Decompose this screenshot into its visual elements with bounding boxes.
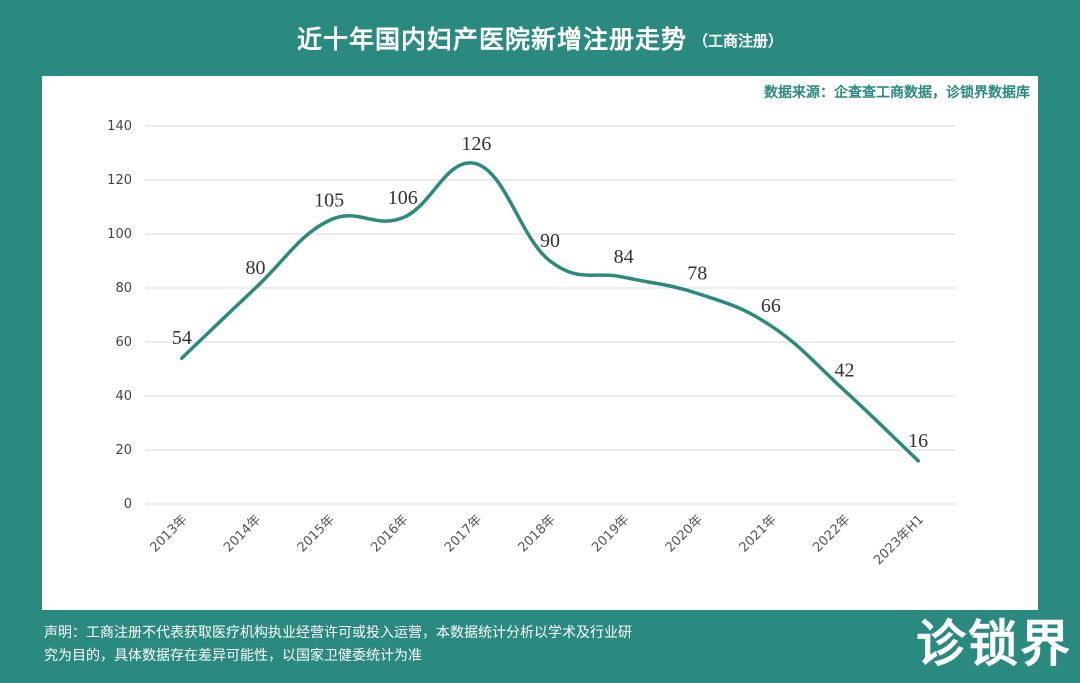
y-tick-label: 40 xyxy=(115,389,132,404)
data-point xyxy=(622,275,626,279)
chart-title: 近十年国内妇产医院新增注册走势 xyxy=(296,25,687,54)
data-label: 66 xyxy=(761,295,781,317)
x-tick-label: 2017年 xyxy=(442,512,485,555)
data-point xyxy=(180,356,184,360)
chart-header: 近十年国内妇产医院新增注册走势 （工商注册） xyxy=(0,0,1080,76)
data-label: 90 xyxy=(540,230,560,252)
y-tick-label: 140 xyxy=(107,119,132,134)
y-tick-label: 100 xyxy=(107,227,132,242)
disclaimer-line-2: 究为目的，具体数据存在差异可能性，以国家卫健委统计为准 xyxy=(44,648,422,664)
data-point xyxy=(843,389,847,393)
data-label: 42 xyxy=(835,360,855,382)
data-point xyxy=(695,291,699,295)
data-point xyxy=(916,459,920,463)
y-tick-label: 60 xyxy=(115,335,132,350)
data-label: 105 xyxy=(314,190,344,212)
chart-subtitle: （工商注册） xyxy=(693,31,784,50)
y-tick-label: 80 xyxy=(115,281,132,296)
y-tick-label: 20 xyxy=(115,443,132,458)
data-point xyxy=(327,219,331,222)
data-label: 126 xyxy=(461,133,491,155)
y-tick-label: 0 xyxy=(124,497,132,512)
data-label: 78 xyxy=(687,262,707,284)
series-line xyxy=(180,161,920,463)
data-point xyxy=(401,216,405,220)
x-tick-label: 2019年 xyxy=(589,512,632,555)
brand-logo: 诊锁界 xyxy=(916,615,1072,673)
disclaimer-line-1: 声明：工商注册不代表获取医疗机构执业经营许可或投入运营，本数据统计分析以学术及行… xyxy=(44,625,632,641)
disclaimer: 声明：工商注册不代表获取医疗机构执业经营许可或投入运营，本数据统计分析以学术及行… xyxy=(44,622,884,668)
data-label: 16 xyxy=(908,430,928,452)
x-tick-label: 2014年 xyxy=(221,512,264,555)
data-point xyxy=(474,162,478,166)
data-point xyxy=(548,259,552,263)
data-label: 54 xyxy=(172,327,192,349)
y-tick-label: 120 xyxy=(107,173,132,188)
x-tick-label: 2021年 xyxy=(737,512,780,555)
x-tick-label: 2020年 xyxy=(663,512,706,555)
data-label: 80 xyxy=(245,257,265,279)
line-chart: 0 20 40 60 80 100 120 140 2013年 2014年 2015年 2016年 20… xyxy=(107,119,955,568)
x-tick-label: 2018年 xyxy=(516,512,559,555)
data-label: 84 xyxy=(614,246,634,268)
x-tick-label: 2022年 xyxy=(810,512,853,555)
chart-panel: 数据来源：企查查工商数据，诊锁界数据库 0 20 40 60 80 100 120 140 20… xyxy=(42,76,1038,610)
data-source-note: 数据来源：企查查工商数据，诊锁界数据库 xyxy=(764,85,1030,101)
data-label: 106 xyxy=(388,187,418,209)
data-point xyxy=(769,324,773,328)
x-tick-label: 2013年 xyxy=(147,512,190,555)
data-point xyxy=(253,286,257,290)
x-tick-label: 2016年 xyxy=(368,512,411,555)
x-tick-label: 2015年 xyxy=(295,512,338,555)
x-tick-label: 2023年H1 xyxy=(871,512,927,568)
